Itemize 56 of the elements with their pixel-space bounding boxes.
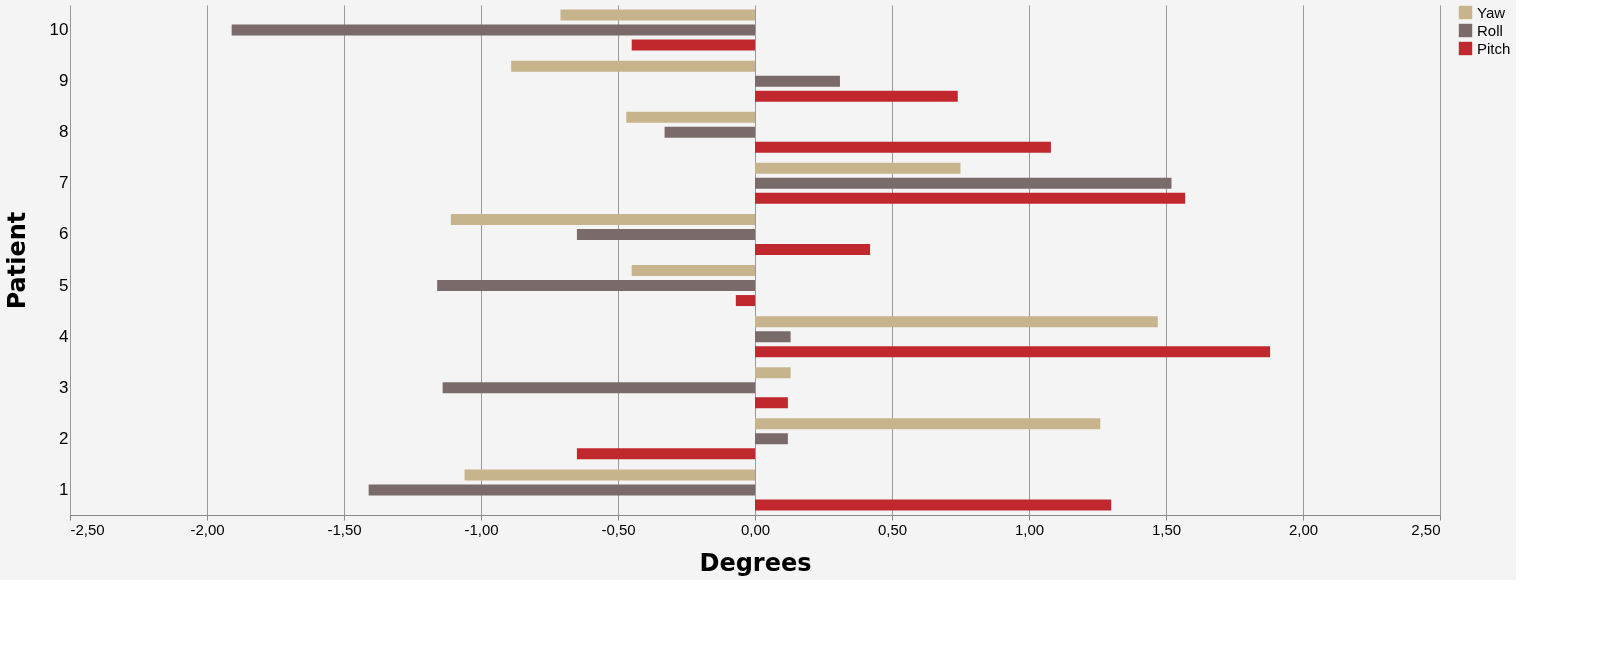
- x-tick-label: 0,50: [877, 520, 908, 538]
- y-tick-label: 5: [59, 275, 69, 295]
- bar: [755, 75, 840, 87]
- x-tick-label: 0,00: [740, 520, 771, 538]
- y-tick-label: 4: [59, 326, 69, 346]
- bar: [450, 213, 755, 225]
- x-axis-title: Degrees: [699, 548, 812, 577]
- bar: [755, 316, 1158, 328]
- bar: [626, 111, 755, 123]
- bar: [735, 295, 755, 307]
- bar: [631, 265, 755, 277]
- y-tick-label: 9: [59, 71, 69, 91]
- bar: [755, 141, 1051, 153]
- bar: [231, 24, 755, 36]
- y-tick-label: 8: [59, 122, 69, 142]
- x-tick-label: 1,00: [1014, 520, 1045, 538]
- x-tick-label: -1,50: [327, 520, 362, 538]
- y-tick-label: 3: [59, 377, 69, 397]
- x-tick-label: 2,00: [1288, 520, 1319, 538]
- bar: [755, 367, 791, 379]
- bar: [755, 418, 1101, 430]
- bar: [560, 9, 755, 21]
- legend-label: Roll: [1477, 21, 1503, 39]
- bar: [755, 90, 958, 102]
- y-tick-label: 7: [59, 173, 69, 193]
- bar: [631, 39, 755, 51]
- bar: [511, 60, 755, 72]
- legend-label: Pitch: [1477, 39, 1511, 57]
- x-tick-label: -2,00: [190, 520, 225, 538]
- bar: [368, 484, 755, 496]
- y-tick-label: 10: [49, 20, 69, 40]
- legend-label: Yaw: [1477, 3, 1506, 21]
- bar: [755, 162, 961, 174]
- bar: [464, 469, 755, 481]
- y-tick-label: 6: [59, 224, 69, 244]
- bar: [576, 228, 755, 240]
- bar: [755, 433, 788, 445]
- bar: [755, 243, 871, 255]
- bar: [437, 280, 755, 292]
- x-tick-label: 2,50: [1411, 520, 1441, 538]
- y-tick-label: 1: [59, 479, 69, 499]
- bar: [755, 192, 1186, 204]
- bar: [664, 126, 755, 138]
- bar: [755, 177, 1172, 189]
- x-tick-label: 1,50: [1151, 520, 1182, 538]
- x-tick-label: -0,50: [601, 520, 636, 538]
- bar: [576, 448, 755, 460]
- bar: [755, 499, 1112, 511]
- y-tick-label: 2: [59, 428, 69, 448]
- bar: [755, 331, 791, 343]
- y-axis-title: Patient: [2, 211, 31, 310]
- bar: [755, 397, 788, 409]
- bar: [442, 382, 755, 394]
- x-tick-label: -1,00: [464, 520, 499, 538]
- x-tick-label: -2,50: [70, 520, 105, 538]
- bar: [755, 346, 1271, 358]
